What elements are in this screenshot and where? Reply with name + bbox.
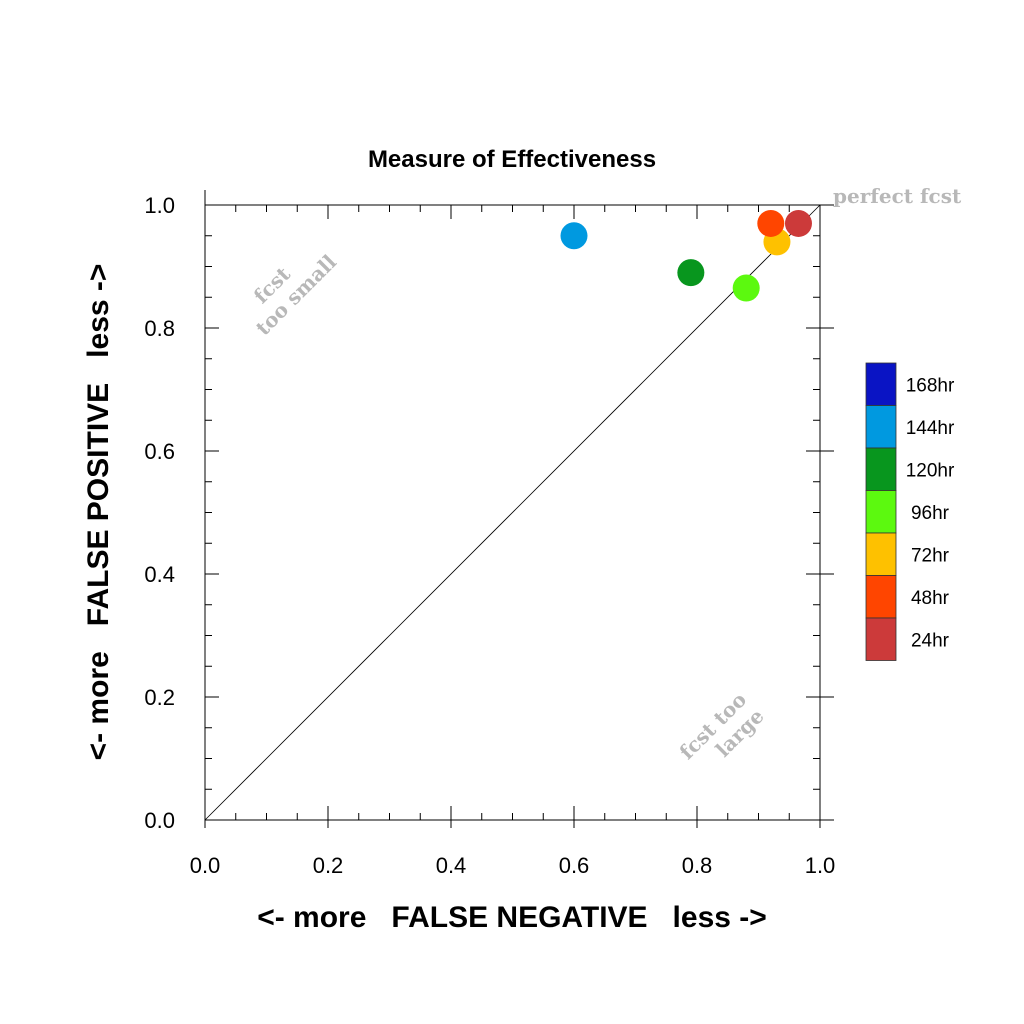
y-tick-label: 0.8: [144, 316, 175, 341]
legend-label-144hr: 144hr: [906, 418, 955, 439]
data-point-96hr: [732, 274, 760, 302]
legend-swatch-72hr: [865, 532, 897, 576]
legend-swatch-24hr: [865, 617, 897, 661]
data-point-24hr: [784, 209, 812, 237]
axis-ticks: [204, 190, 834, 828]
y-tick-label: 0.4: [144, 562, 175, 587]
annotation-perfect-fcst: perfect fcst: [833, 184, 962, 208]
legend-label-48hr: 48hr: [911, 588, 950, 609]
legend-label-96hr: 96hr: [911, 503, 950, 524]
x-tick-label: 0.0: [190, 853, 221, 878]
legend-label-24hr: 24hr: [911, 630, 950, 651]
diagonal-reference-line: [204, 204, 821, 821]
data-points: [560, 209, 812, 302]
x-tick-labels: 0.0 0.2 0.4 0.6 0.8 1.0: [190, 853, 836, 878]
x-tick-label: 0.4: [436, 853, 467, 878]
data-point-48hr: [757, 209, 785, 237]
y-tick-label: 0.6: [144, 439, 175, 464]
y-tick-label: 0.0: [144, 808, 175, 833]
data-point-120hr: [677, 259, 705, 287]
legend: 168hr 144hr 120hr 96hr 72hr 48hr 24hr: [865, 362, 955, 661]
legend-swatch-168hr: [865, 362, 897, 406]
legend-swatch-120hr: [865, 447, 897, 491]
y-axis-title: <- more FALSE POSITIVE less ->: [82, 264, 115, 761]
x-tick-label: 0.6: [559, 853, 590, 878]
x-tick-label: 0.2: [313, 853, 344, 878]
data-point-144hr: [560, 222, 588, 250]
y-tick-label: 1.0: [144, 193, 175, 218]
legend-swatch-48hr: [865, 575, 897, 619]
annotation-fcst-too-large: fcst too large: [675, 688, 769, 764]
y-tick-labels: 0.0 0.2 0.4 0.6 0.8 1.0: [144, 193, 175, 833]
legend-swatch-144hr: [865, 405, 897, 449]
legend-label-72hr: 72hr: [911, 545, 950, 566]
legend-label-168hr: 168hr: [906, 375, 955, 396]
annotation-fcst-too-small: fcst too small: [249, 250, 341, 340]
legend-swatch-96hr: [865, 490, 897, 534]
x-tick-label: 1.0: [805, 853, 836, 878]
legend-label-120hr: 120hr: [906, 460, 955, 481]
chart-title: Measure of Effectiveness: [368, 146, 656, 173]
x-axis-title: <- more FALSE NEGATIVE less ->: [257, 901, 767, 934]
x-tick-label: 0.8: [682, 853, 713, 878]
y-tick-label: 0.2: [144, 685, 175, 710]
